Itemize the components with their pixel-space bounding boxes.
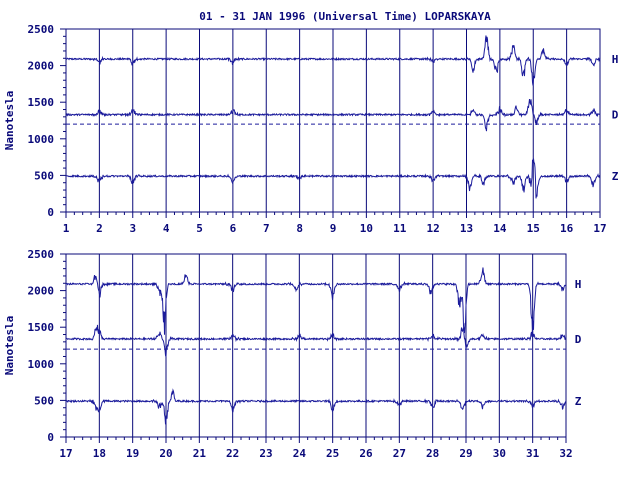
x-tick-label: 20 [159,447,172,460]
x-tick-label: 14 [493,222,507,235]
x-tick-label: 10 [360,222,373,235]
x-tick-label: 13 [460,222,473,235]
series-label-h: H [612,53,619,66]
y-tick-label: 0 [47,206,54,219]
y-axis-label: Nanotesla [3,91,16,151]
x-tick-label: 15 [527,222,540,235]
x-tick-label: 31 [526,447,540,460]
x-tick-label: 32 [559,447,572,460]
series-line-z [65,158,601,199]
y-tick-label: 1000 [28,133,55,146]
x-tick-label: 19 [126,447,139,460]
x-tick-label: 9 [330,222,337,235]
y-tick-label: 1500 [28,321,55,334]
x-tick-label: 1 [63,222,70,235]
y-tick-label: 500 [34,169,54,182]
series-line-d [65,324,567,357]
x-tick-label: 4 [163,222,170,235]
y-tick-label: 0 [47,431,54,444]
x-tick-label: 7 [263,222,270,235]
x-tick-label: 5 [196,222,203,235]
x-tick-label: 21 [193,447,207,460]
series-label-d: D [612,109,619,122]
series-line-h [65,35,601,86]
y-tick-label: 1000 [28,358,55,371]
x-tick-label: 17 [593,222,606,235]
x-tick-label: 11 [393,222,407,235]
x-tick-label: 6 [230,222,237,235]
x-tick-label: 12 [427,222,440,235]
y-tick-label: 2000 [28,285,55,298]
x-tick-label: 24 [293,447,307,460]
x-tick-label: 8 [296,222,303,235]
y-axis-label: Nanotesla [3,316,16,376]
series-line-z [65,388,567,425]
x-tick-label: 23 [259,447,272,460]
series-label-z: Z [575,395,582,408]
y-tick-label: 2000 [28,60,55,73]
x-tick-label: 26 [359,447,373,460]
chart-title: 01 - 31 JAN 1996 (Universal Time) LOPARS… [199,10,491,23]
y-tick-label: 2500 [28,23,55,36]
panel-top: 1 2 3 4 5 6 7 8 9 10 11 12 13 14 15 16 17050010001500200… [3,23,619,235]
x-tick-label: 18 [93,447,106,460]
y-tick-label: 500 [34,394,54,407]
x-tick-label: 29 [459,447,472,460]
x-tick-label: 2 [96,222,103,235]
x-tick-label: 25 [326,447,339,460]
x-tick-label: 16 [560,222,574,235]
series-label-d: D [575,333,582,346]
panel-bottom: 17 18 19 20 21 22 23 24 25 26 27 28 29 30 31 32 0 500 1000… [3,248,582,460]
x-tick-label: 17 [59,447,72,460]
series-line-d [65,99,601,132]
series-line-h [65,267,566,338]
y-tick-label: 1500 [28,96,55,109]
x-tick-label: 3 [129,222,136,235]
x-tick-label: 28 [426,447,439,460]
series-label-z: Z [612,170,619,183]
series-label-h: H [575,278,582,291]
y-tick-label: 2500 [28,248,55,261]
x-tick-label: 22 [226,447,239,460]
x-tick-label: 30 [493,447,506,460]
x-tick-label: 27 [393,447,406,460]
